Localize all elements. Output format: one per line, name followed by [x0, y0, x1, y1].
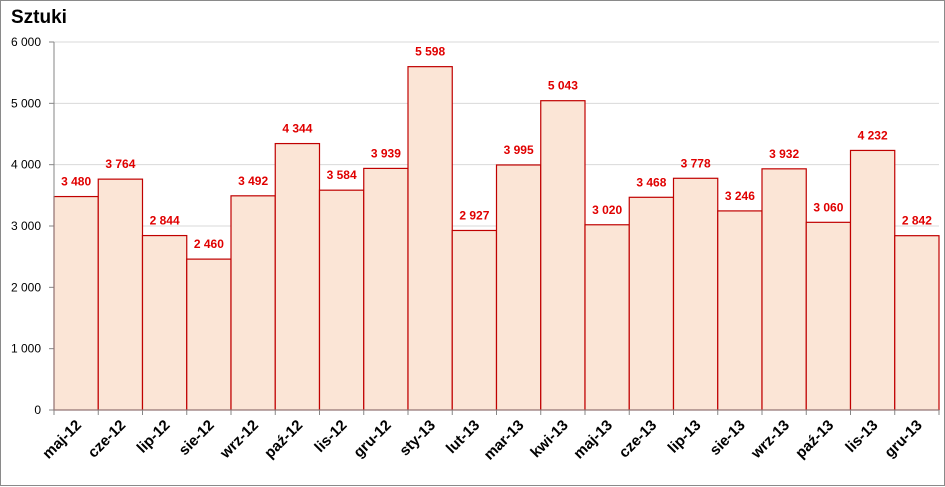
bar [451, 229, 498, 411]
data-label: 3 020 [592, 203, 622, 217]
bar [584, 224, 630, 411]
data-label: 3 060 [813, 200, 843, 214]
y-tick-label: 5 000 [11, 96, 41, 110]
bar [761, 168, 807, 411]
bar [495, 164, 542, 411]
bar [363, 167, 409, 411]
x-tick-label: cze-12 [85, 417, 129, 461]
data-label: 5 598 [415, 45, 445, 59]
bar [53, 195, 99, 411]
data-label: 3 778 [681, 156, 711, 170]
x-tick-label: maj-12 [39, 417, 85, 463]
data-label: 2 927 [459, 208, 489, 222]
x-tick-label: lis-13 [842, 417, 881, 456]
x-tick-label: paź-13 [792, 417, 837, 462]
bar [540, 100, 586, 411]
bar [407, 66, 453, 411]
x-tick-label: gru-13 [881, 417, 925, 461]
y-tick-label: 0 [34, 403, 41, 417]
data-label: 3 932 [769, 147, 799, 161]
bar [318, 189, 365, 411]
bar [186, 258, 232, 411]
bar [849, 149, 896, 411]
bar [230, 195, 276, 411]
bar [805, 221, 852, 411]
y-tick-label: 6 000 [11, 35, 41, 49]
data-label: 3 492 [238, 174, 268, 188]
y-tick-label: 1 000 [11, 342, 41, 356]
x-tick-label: maj-13 [570, 417, 616, 463]
x-tick-label: sie-12 [176, 417, 218, 459]
chart-title: Sztuki [11, 7, 67, 28]
bar [141, 234, 188, 411]
bar [97, 178, 144, 411]
data-label: 4 232 [858, 128, 888, 142]
data-label: 3 995 [504, 143, 534, 157]
y-tick-label: 2 000 [11, 280, 41, 294]
data-label: 3 468 [636, 175, 666, 189]
x-tick-label: cze-13 [616, 417, 660, 461]
y-tick-label: 3 000 [11, 219, 41, 233]
x-tick-label: wrz-12 [216, 417, 262, 463]
bar [672, 177, 719, 411]
y-tick-label: 4 000 [11, 158, 41, 172]
x-tick-label: lip-12 [134, 417, 174, 457]
x-tick-label: kwi-13 [527, 417, 571, 461]
data-label: 3 246 [725, 189, 755, 203]
data-label: 5 043 [548, 79, 578, 93]
x-tick-label: gru-12 [350, 417, 394, 461]
data-label: 3 480 [61, 175, 91, 189]
data-label: 2 842 [902, 214, 932, 228]
data-label: 3 939 [371, 146, 401, 160]
x-tick-label: lis-12 [311, 417, 350, 456]
x-tick-label: wrz-13 [747, 417, 793, 463]
data-label: 2 460 [194, 237, 224, 251]
bar [894, 235, 940, 411]
x-tick-label: lut-13 [443, 417, 483, 457]
x-tick-label: sty-13 [396, 417, 439, 460]
bar [274, 142, 321, 411]
x-tick-label: paź-12 [261, 417, 306, 462]
x-tick-label: mar-13 [481, 417, 528, 464]
data-label: 3 764 [105, 157, 135, 171]
bar [717, 210, 763, 411]
x-tick-label: sie-13 [707, 417, 749, 459]
x-tick-label: lip-13 [665, 417, 705, 457]
data-label: 2 844 [150, 214, 180, 228]
data-label: 3 584 [327, 168, 357, 182]
data-label: 4 344 [282, 122, 312, 136]
bar [628, 196, 675, 411]
